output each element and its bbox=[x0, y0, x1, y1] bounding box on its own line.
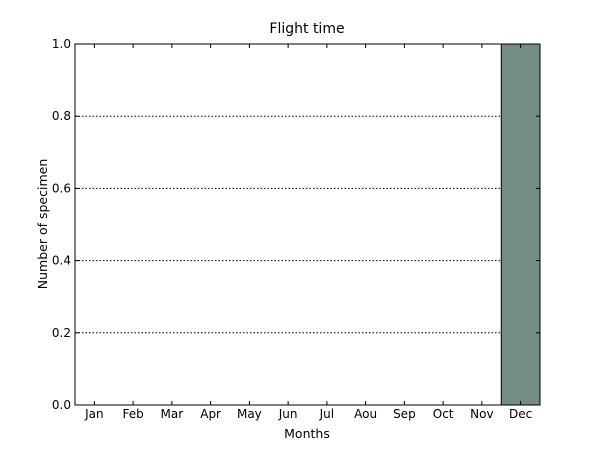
bar-dec bbox=[500, 43, 541, 406]
y-tick-label: 0.6 bbox=[52, 181, 71, 195]
x-tick-label: Sep bbox=[393, 407, 416, 421]
x-tick-label: Oct bbox=[433, 407, 454, 421]
x-tick-label: Feb bbox=[123, 407, 144, 421]
x-axis-label: Months bbox=[284, 426, 330, 441]
y-tick-label: 0.4 bbox=[52, 254, 71, 268]
y-tick-label: 0.0 bbox=[52, 398, 71, 412]
axis-ticks: 0.0 0.2 0.4 0.6 0.8 1.0 Jan Feb Mar Apr May Jun Jul A… bbox=[52, 37, 540, 421]
gridlines bbox=[75, 115, 540, 334]
bars bbox=[500, 43, 541, 406]
x-tick-label: Jul bbox=[319, 407, 334, 421]
y-tick-label: 1.0 bbox=[52, 37, 71, 51]
y-tick-label: 0.2 bbox=[52, 326, 71, 340]
y-tick-label: 0.8 bbox=[52, 109, 71, 123]
chart-title: Flight time bbox=[269, 21, 344, 37]
x-tick-label: Dec bbox=[509, 407, 532, 421]
x-tick-label: Jun bbox=[278, 407, 298, 421]
plot-frame bbox=[74, 43, 541, 406]
x-tick-label: Apr bbox=[200, 407, 221, 421]
y-axis-label: Number of specimen bbox=[35, 159, 50, 289]
x-tick-label: May bbox=[237, 407, 262, 421]
x-tick-label: Aou bbox=[354, 407, 377, 421]
x-tick-label: Jan bbox=[84, 407, 104, 421]
x-tick-label: Mar bbox=[161, 407, 184, 421]
x-tick-label: Nov bbox=[470, 407, 493, 421]
